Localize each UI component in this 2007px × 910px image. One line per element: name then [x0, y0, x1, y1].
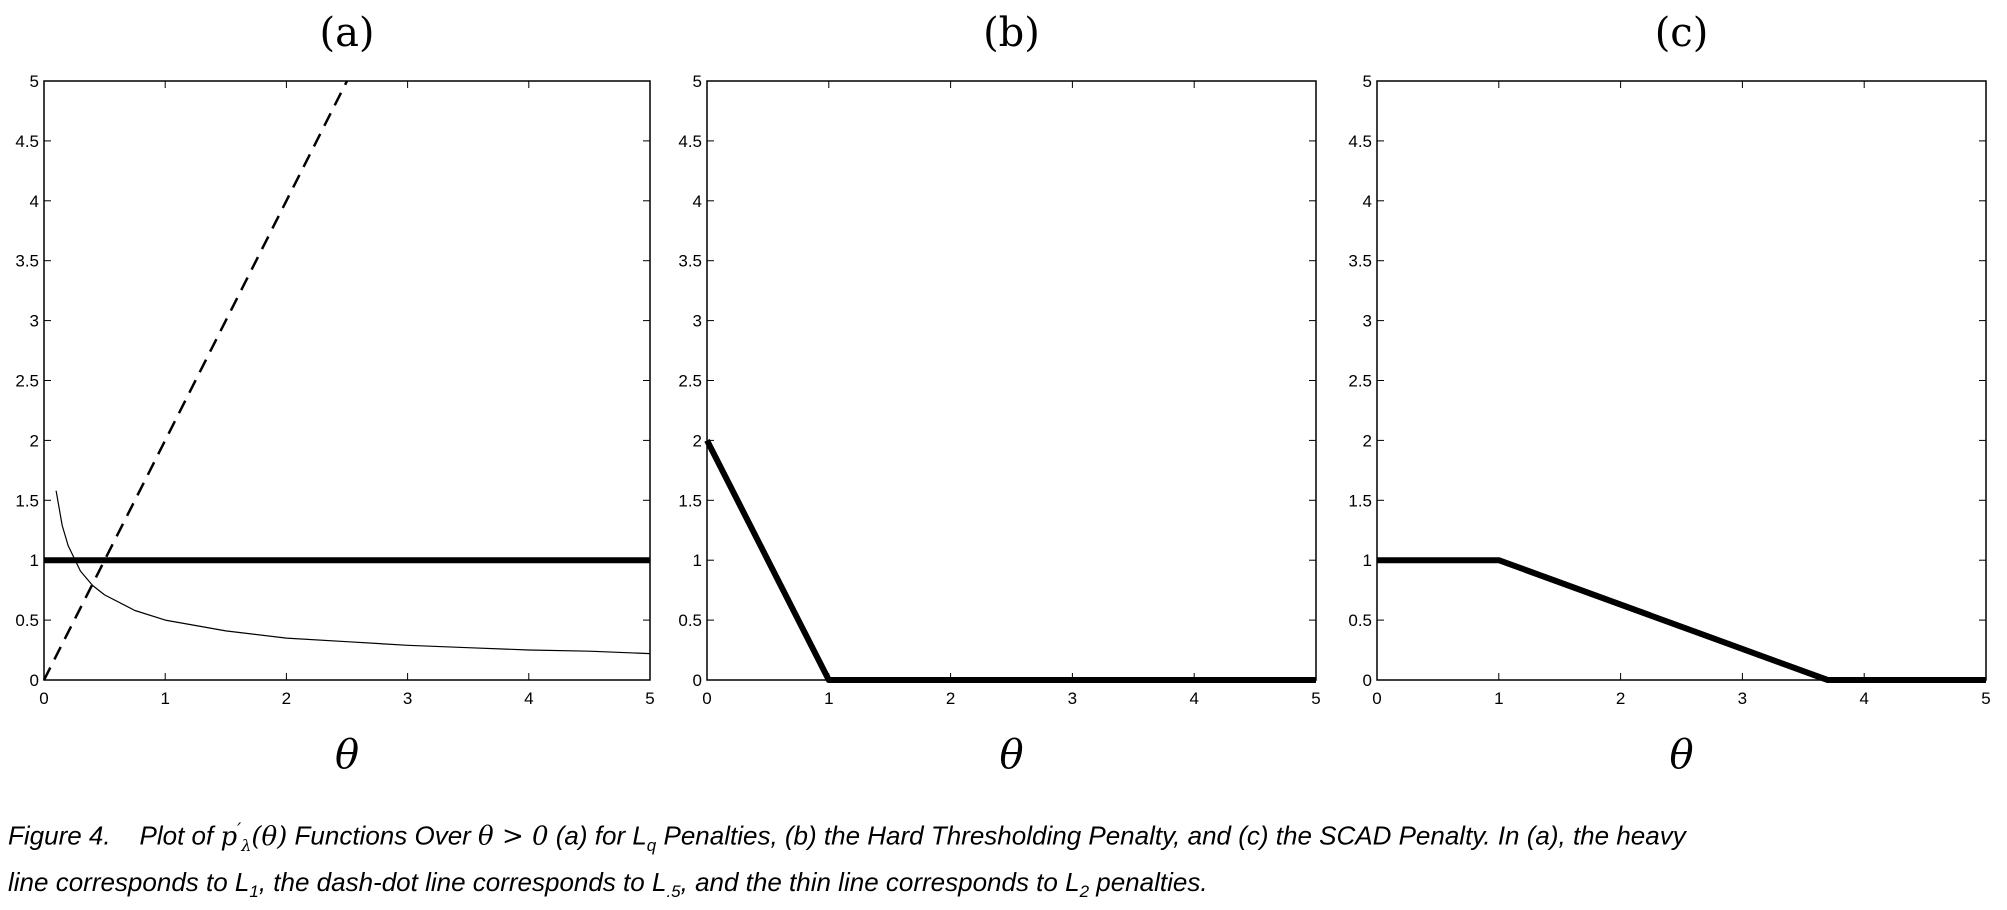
x-tick-label: 5: [1311, 689, 1320, 708]
x-axis-label: θ: [335, 732, 359, 778]
y-tick-label: 1.5: [15, 491, 39, 510]
x-tick-label: 4: [1859, 689, 1868, 708]
x-tick-label: 2: [946, 689, 955, 708]
panel-title: (a): [319, 10, 374, 56]
x-tick-label: 3: [1738, 689, 1747, 708]
x-axis-label: θ: [1669, 732, 1693, 778]
plot-frame: [43, 80, 651, 681]
series-line-thin: [55, 490, 651, 655]
y-tick-label: 2.5: [1348, 372, 1372, 391]
caption-func: p′λ(θ): [220, 819, 288, 855]
y-tick-label: 3.5: [1348, 252, 1372, 271]
y-tick-label: 1: [693, 551, 702, 570]
series-line-dashed: [42, 80, 349, 681]
x-tick-label: 1: [824, 689, 833, 708]
figure: (a) 0 0.5 1 1.5 2 2.5 3 3.5 4 4.5 5 0 1 2 3 4 5 θ (b) 0 0.5 1 1…: [15, 10, 1990, 778]
x-tick-label: 3: [403, 689, 412, 708]
x-tick-label: 4: [1189, 689, 1198, 708]
panel-b: (b) 0 0.5 1 1.5 2 2.5 3 3.5 4 4.5 5 0 1 2 3 4 5 θ: [678, 10, 1320, 778]
y-tick-label: 3.5: [678, 252, 702, 271]
x-tick-label: 1: [1494, 689, 1503, 708]
y-tick-label: 0: [693, 671, 702, 690]
y-tick-label: 4: [693, 192, 702, 211]
x-tick-label: 3: [1068, 689, 1077, 708]
y-tick-label: 5: [30, 72, 39, 91]
y-tick-label: 0: [1363, 671, 1372, 690]
y-tick-label: 5: [1363, 72, 1372, 91]
panel-c: (c) 0 0.5 1 1.5 2 2.5 3 3.5 4 4.5 5 0 1 2 3 4 5 θ: [1348, 10, 1990, 778]
y-tick-label: 3: [30, 312, 39, 331]
y-tick-label: 3: [1363, 312, 1372, 331]
x-tick-label: 2: [1616, 689, 1625, 708]
y-tick-label: 0.5: [1348, 611, 1372, 630]
x-tick-label: 0: [1372, 689, 1381, 708]
y-tick-label: 1.5: [1348, 491, 1372, 510]
y-tick-label: 1: [1363, 551, 1372, 570]
plot-frame: [1376, 80, 1987, 681]
panel-a: (a) 0 0.5 1 1.5 2 2.5 3 3.5 4 4.5 5 0 1 2 3 4 5 θ: [15, 10, 654, 778]
y-tick-label: 2: [30, 431, 39, 450]
x-tick-label: 4: [524, 689, 533, 708]
y-tick-label: 4.5: [15, 132, 39, 151]
y-tick-label: 3.5: [15, 252, 39, 271]
caption-theta-condition: θ > 0: [478, 821, 549, 852]
y-tick-label: 0.5: [15, 611, 39, 630]
y-tick-label: 1: [30, 551, 39, 570]
y-tick-label: 4: [1363, 192, 1372, 211]
y-tick-label: 1.5: [678, 491, 702, 510]
y-tick-label: 5: [693, 72, 702, 91]
caption-line-1: Figure 4. Plot of p′λ(θ) Functions Over …: [8, 819, 1686, 855]
plot-frame: [706, 80, 1317, 681]
x-tick-label: 2: [282, 689, 291, 708]
series-line-heavy: [1377, 557, 1986, 683]
x-tick-label: 5: [1981, 689, 1990, 708]
y-tick-label: 2.5: [678, 372, 702, 391]
y-tick-label: 0.5: [678, 611, 702, 630]
x-tick-label: 0: [702, 689, 711, 708]
x-axis-label: θ: [999, 732, 1023, 778]
y-tick-label: 4.5: [1348, 132, 1372, 151]
y-tick-label: 4: [30, 192, 39, 211]
y-tick-label: 3: [693, 312, 702, 331]
figure-caption: Figure 4. Plot of p′λ(θ) Functions Over …: [8, 812, 1998, 910]
y-tick-label: 0: [30, 671, 39, 690]
x-tick-label: 1: [160, 689, 169, 708]
panel-title: (c): [1655, 10, 1709, 56]
x-tick-label: 0: [39, 689, 48, 708]
y-tick-label: 4.5: [678, 132, 702, 151]
caption-figure-label: Figure 4.: [8, 820, 111, 851]
y-tick-label: 2: [693, 431, 702, 450]
series-line-heavy: [704, 439, 1316, 683]
panel-title: (b): [983, 10, 1040, 56]
y-tick-label: 2: [1363, 431, 1372, 450]
caption-line-2: line corresponds to L1, the dash-dot lin…: [8, 866, 1208, 902]
caption-text: Plot of: [139, 820, 221, 851]
x-tick-label: 5: [645, 689, 654, 708]
y-tick-label: 2.5: [15, 372, 39, 391]
